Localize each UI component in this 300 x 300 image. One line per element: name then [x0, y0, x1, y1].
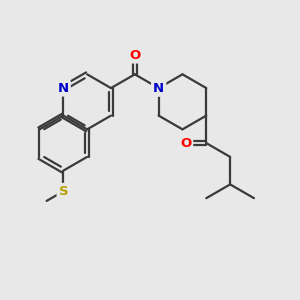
- Text: O: O: [180, 136, 191, 150]
- Text: N: N: [153, 82, 164, 94]
- Text: O: O: [129, 49, 140, 62]
- Text: S: S: [58, 185, 68, 198]
- Text: N: N: [58, 82, 69, 94]
- Text: N: N: [153, 82, 164, 94]
